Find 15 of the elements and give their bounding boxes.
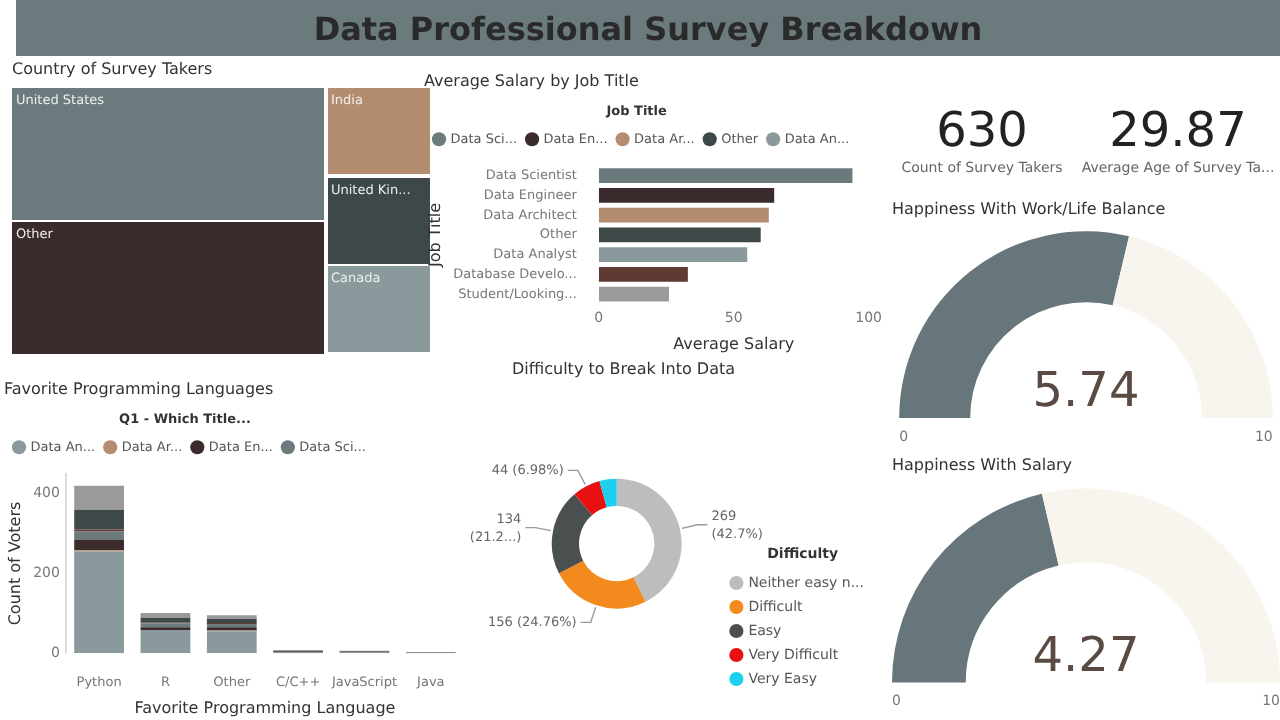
chart-title: Difficulty to Break Into Data bbox=[512, 359, 736, 378]
y-axis-title: Count of Voters bbox=[5, 501, 24, 626]
text: Data Professional Survey Breakdown bbox=[16, 0, 1280, 56]
data-label: 630 bbox=[934, 100, 1030, 160]
chart-title: Favorite Programming Languages bbox=[4, 379, 274, 398]
text: 5.74 bbox=[1032, 362, 1140, 418]
x-axis-title: Average Salary bbox=[673, 334, 795, 353]
chart-title: Happiness With Salary bbox=[892, 455, 1073, 474]
chart-title: Average Salary by Job Title bbox=[424, 71, 640, 90]
text: Country of Survey Takers bbox=[12, 60, 213, 78]
chart-title: Happiness With Work/Life Balance bbox=[892, 199, 1166, 218]
text: 4.27 bbox=[1032, 626, 1140, 683]
y-axis-title: Job Title bbox=[425, 202, 444, 269]
data-label: 29.87 bbox=[1107, 100, 1249, 160]
x-axis-title: Favorite Programming Language bbox=[134, 698, 396, 717]
